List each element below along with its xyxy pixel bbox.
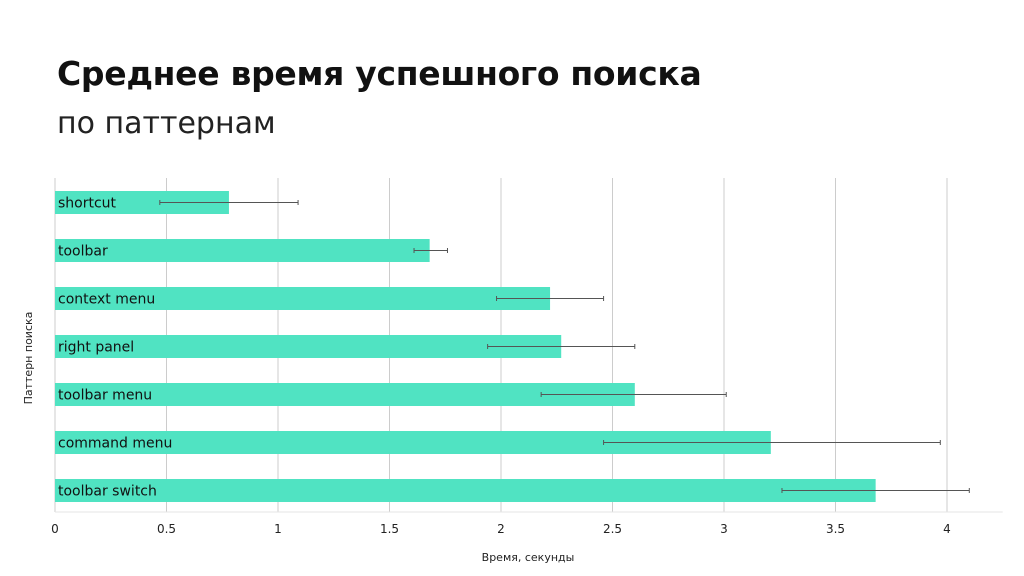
x-tick-label: 0.5: [157, 522, 176, 536]
category-label: toolbar: [58, 244, 108, 260]
category-label: toolbar switch: [58, 484, 157, 500]
bar: [55, 431, 771, 454]
category-label: right panel: [58, 340, 134, 356]
x-tick-label: 1: [274, 522, 282, 536]
x-tick-label: 3: [720, 522, 728, 536]
category-label: command menu: [58, 436, 172, 452]
x-tick-label: 2: [497, 522, 505, 536]
bar: [55, 239, 430, 262]
x-tick-label: 4: [943, 522, 951, 536]
x-tick-label: 1.5: [380, 522, 399, 536]
x-tick-label: 2.5: [603, 522, 622, 536]
x-tick-label: 0: [51, 522, 59, 536]
bar: [55, 383, 635, 406]
chart-subtitle: по паттернам: [57, 106, 276, 141]
y-axis-label: Паттерн поиска: [22, 312, 35, 405]
bar: [55, 287, 551, 310]
bar: [55, 335, 562, 358]
category-label: toolbar menu: [58, 388, 152, 404]
chart-title: Среднее время успешного поиска: [57, 54, 702, 93]
x-tick-label: 3.5: [826, 522, 845, 536]
bar: [55, 191, 229, 214]
x-axis-label: Время, секунды: [482, 551, 575, 564]
bar: [55, 479, 876, 502]
category-label: shortcut: [58, 196, 117, 212]
category-label: context menu: [58, 292, 155, 308]
